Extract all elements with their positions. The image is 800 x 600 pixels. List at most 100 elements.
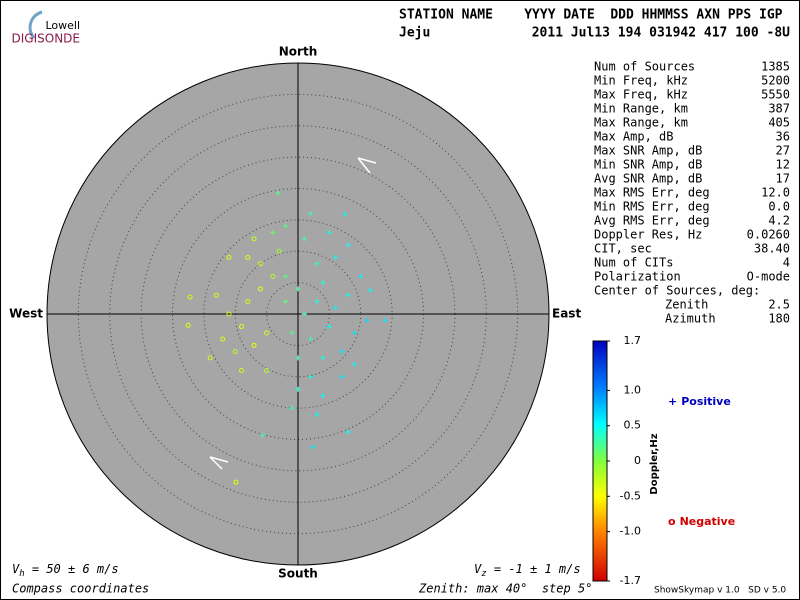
colorbar-slice [593,369,607,372]
colorbar-slice [593,481,607,484]
zenith-label: Zenith: max 40° step 5° [418,582,592,596]
source-positive [351,361,357,367]
source-positive [260,432,266,438]
colorbar-slice [593,379,607,382]
source-positive [295,386,301,392]
colorbar-slice [593,579,607,582]
stat-label: Max RMS Err, deg [594,186,710,200]
colorbar-slice [593,451,607,454]
colorbar-slice [593,421,607,424]
colorbar-slice [593,493,607,496]
colorbar-slice [593,383,607,386]
colorbar-slice [593,405,607,408]
colorbar-slice [593,569,607,572]
colorbar-slice [593,427,607,430]
colorbar-slice [593,549,607,552]
colorbar-slice [593,353,607,356]
colorbar-slice [593,395,607,398]
colorbar-slice [593,419,607,422]
colorbar-tick-label: 0 [634,454,641,467]
colorbar-slice [593,397,607,400]
version-label: ShowSkymap v 1.0 SD v 5.0 [654,586,786,596]
source-positive [320,280,326,286]
colorbar-slice [593,535,607,538]
compass-west: West [9,307,43,321]
colorbar-slice [593,565,607,568]
colorbar-slice [593,467,607,470]
header-station: Jeju [399,26,430,41]
source-positive [314,261,320,267]
source-positive [295,355,301,361]
colorbar-slice [593,529,607,532]
colorbar-slice [593,575,607,578]
stat-value: 405 [768,116,790,130]
stat-label: Min Freq, kHz [594,74,688,88]
colorbar-slice [593,377,607,380]
colorbar-slice [593,495,607,498]
logo-swoosh [28,10,43,39]
colorbar-slice [593,455,607,458]
colorbar-slice [593,351,607,354]
compass-south: South [278,567,318,581]
colorbar-label: Doppler,Hz [649,433,660,494]
source-negative [270,273,276,279]
colorbar-slice [593,355,607,358]
source-negative [187,294,193,300]
source-positive [333,255,339,261]
colorbar-slice [593,577,607,580]
colorbar-slice [593,439,607,442]
source-positive [308,211,314,217]
coords-label: Compass coordinates [12,582,149,596]
colorbar-slice [593,447,607,450]
colorbar-slice [593,501,607,504]
source-positive [301,311,307,317]
colorbar-slice [593,437,607,440]
colorbar-slice [593,365,607,368]
colorbar-slice [593,573,607,576]
source-positive [282,298,288,304]
colorbar-slice [593,505,607,508]
source-negative [276,248,282,254]
colorbar-slice [593,523,607,526]
colorbar-slice [593,375,607,378]
colorbar-slice [593,471,607,474]
colorbar-tick-label: 1.0 [624,383,642,396]
stat-value: 27 [776,144,790,158]
source-positive [358,273,364,279]
source-negative [226,255,232,261]
source-negative [239,324,245,330]
velocity-arrow [357,157,377,174]
source-positive [282,273,288,279]
source-positive [342,211,348,217]
stat-label: Max Amp, dB [594,130,673,144]
stat-value: 17 [776,172,790,186]
colorbar-slice [593,345,607,348]
colorbar-slice [593,357,607,360]
source-positive [308,336,314,342]
colorbar-slice [593,513,607,516]
colorbar-slice [593,465,607,468]
stat-value: 1385 [761,60,790,74]
stat-label: Avg RMS Err, deg [594,214,710,228]
colorbar-slice [593,473,607,476]
stat-value: 38.40 [754,242,790,256]
colorbar-slice [593,361,607,364]
source-positive [314,411,320,417]
source-positive [275,190,281,196]
colorbar-slice [593,407,607,410]
stat-value: O-mode [747,270,790,284]
colorbar-slice [593,555,607,558]
colorbar-tick-label: 0.5 [624,419,642,432]
stat-value: 4 [783,256,790,270]
colorbar-tick-label: -1.7 [620,574,641,587]
source-positive [308,374,314,380]
colorbar-slice [593,531,607,534]
colorbar-slice [593,475,607,478]
colorbar-slice [593,543,607,546]
plot: North South East West [9,45,581,581]
colorbar-slice [593,479,607,482]
source-positive [282,223,288,229]
colorbar-slice [593,477,607,480]
source-negative [226,311,232,317]
colorbar-slice [593,561,607,564]
